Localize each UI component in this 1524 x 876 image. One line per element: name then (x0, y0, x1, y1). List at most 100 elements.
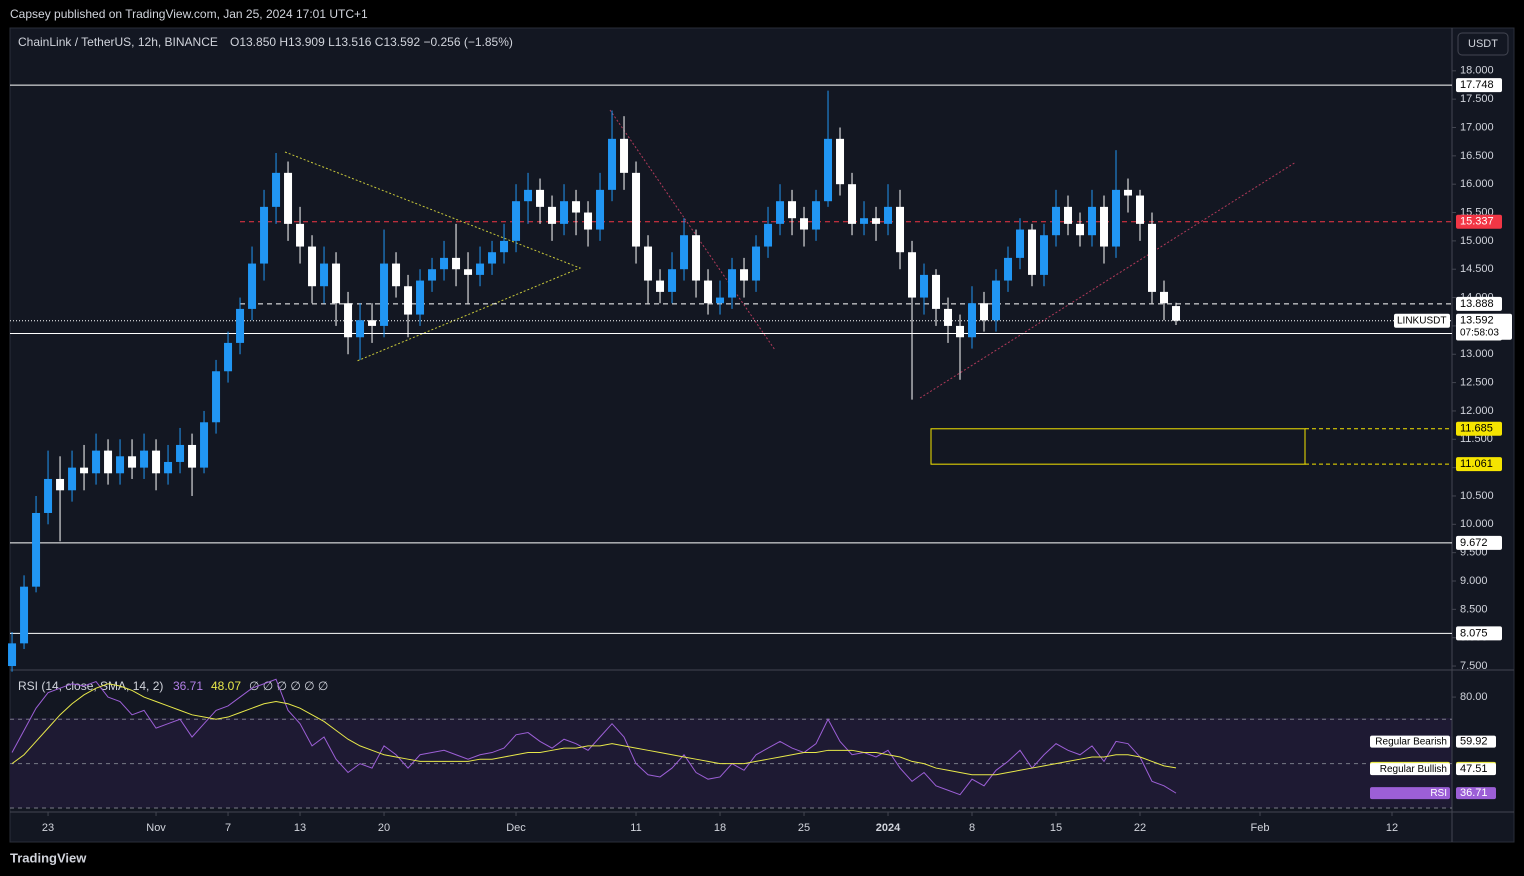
zone-label-bg (1456, 457, 1502, 472)
currency-button[interactable] (1457, 32, 1509, 56)
candle-body (272, 172, 281, 207)
candle-body (560, 201, 569, 224)
candle-body (440, 257, 449, 270)
triangle-drawing (284, 151, 582, 362)
candle-body (608, 138, 617, 190)
x-tick-label: 13 (294, 822, 306, 834)
x-tick-label: 11 (630, 822, 641, 834)
rsi-div-label-value: 59.92 (1460, 736, 1488, 748)
rsi-label-bg (1370, 787, 1450, 800)
candle-body (332, 263, 341, 304)
rsi-div-label: Regular Bearish (1375, 736, 1447, 747)
candle-body (716, 297, 725, 304)
candle-body (176, 444, 185, 462)
candle-body (20, 586, 29, 644)
candle-body (692, 235, 701, 281)
countdown: 07:58:03 (1460, 327, 1499, 338)
x-tick-label: 2024 (876, 822, 901, 834)
candle-body (536, 189, 545, 207)
rsi-div-label-value-bg (1456, 763, 1496, 776)
candle-body (860, 218, 869, 224)
drawings (284, 109, 1297, 399)
candle-body (1076, 223, 1085, 236)
zone-label-bg (1456, 421, 1502, 436)
candle-body (920, 274, 929, 298)
candle-body (32, 512, 41, 587)
candle-body (968, 303, 977, 338)
candle-body (380, 263, 389, 326)
y-tick-label: 13.000 (1460, 348, 1494, 360)
candle-body (956, 325, 965, 338)
candle-body (320, 263, 329, 287)
symbol-label: LINKUSDT (1397, 315, 1446, 326)
candle-body (680, 235, 689, 270)
candle-body (152, 450, 161, 474)
candle-body (212, 371, 221, 423)
candle-body (1160, 291, 1169, 304)
candle-body (128, 456, 137, 468)
candle-body (284, 172, 293, 224)
candle-body (740, 269, 749, 281)
candle-body (1040, 235, 1049, 275)
y-tick-label: 12.500 (1460, 377, 1494, 389)
x-tick-label: Dec (506, 822, 526, 834)
candle-body (188, 444, 197, 468)
candle-body (116, 456, 125, 474)
candle-body (1148, 223, 1157, 292)
candle-body (980, 303, 989, 321)
currency-label[interactable]: USDT (1468, 38, 1498, 50)
y-tick-label: 15.000 (1460, 235, 1494, 247)
ohlc-legend: O13.850 H13.909 L13.516 C13.592 −0.256 (… (230, 35, 513, 49)
x-tick-label: 7 (225, 822, 231, 834)
x-tick-label: 15 (1050, 822, 1062, 834)
candle-body (308, 246, 317, 287)
rsi-ma-value: 48.07 (211, 679, 241, 693)
rsi-y-tick-label: 80.00 (1460, 691, 1488, 703)
candle-body (1100, 206, 1109, 247)
y-tick-label: 8.500 (1460, 603, 1488, 615)
candle-body (1052, 206, 1061, 236)
candle-body (92, 450, 101, 474)
candle-body (512, 201, 521, 241)
candle-body (776, 201, 785, 224)
level-label: 9.672 (1460, 537, 1488, 549)
candle-body (416, 280, 425, 315)
current-price-label: 13.592 (1460, 315, 1494, 327)
rsi-band-fill (10, 718, 1452, 808)
candle-body (164, 461, 173, 474)
x-tick-label: 18 (714, 822, 726, 834)
rsi-div-label-value-bg (1456, 735, 1496, 748)
level-label-bg (1456, 296, 1502, 311)
candle-body (524, 189, 533, 202)
candle-body (1064, 206, 1073, 224)
x-tick-label: Nov (146, 822, 166, 834)
candle-body (584, 212, 593, 230)
y-tick-label: 17.500 (1460, 93, 1494, 105)
candle-body (1016, 229, 1025, 258)
y-tick-label: 14.500 (1460, 263, 1494, 275)
y-tick-label: 7.500 (1460, 660, 1488, 672)
x-tick-label: 8 (969, 822, 975, 834)
candle-body (392, 263, 401, 287)
y-tick-label: 9.000 (1460, 575, 1488, 587)
candle-body (452, 257, 461, 270)
level-label: 13.888 (1460, 298, 1494, 310)
level-label-bg (1456, 78, 1502, 93)
symbol-label-bg (1394, 313, 1450, 328)
level-label: 17.748 (1460, 79, 1494, 91)
candle-body (728, 269, 737, 298)
candle-body (632, 172, 641, 247)
zone-label: 11.061 (1460, 458, 1493, 470)
candle-body (872, 218, 881, 224)
rsi-line (11, 678, 1177, 796)
candle-body (788, 201, 797, 219)
candle-body (68, 467, 77, 491)
y-tick-label: 16.000 (1460, 178, 1494, 190)
y-tick-label: 12.000 (1460, 405, 1494, 417)
y-tick-label: 10.000 (1460, 518, 1494, 530)
candle-body (8, 643, 17, 667)
level-label-bg (1456, 214, 1502, 229)
candle-body (500, 240, 509, 253)
x-tick-label: 20 (378, 822, 390, 834)
